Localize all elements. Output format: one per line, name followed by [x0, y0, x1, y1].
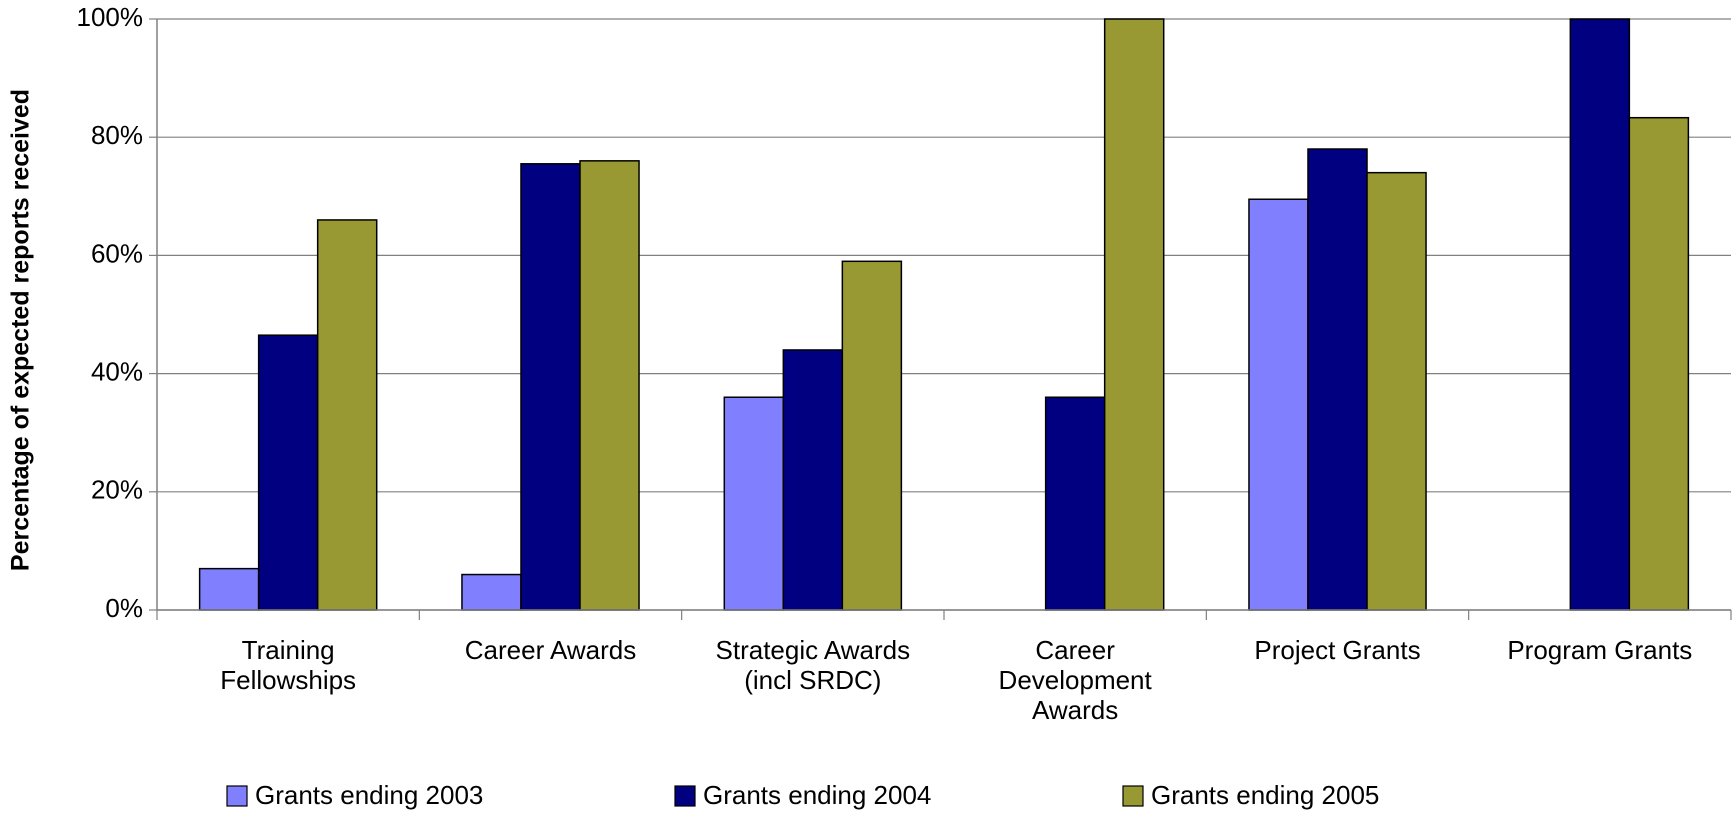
y-tick-label: 100% — [77, 2, 144, 32]
bar — [723, 396, 785, 611]
bar — [841, 260, 903, 611]
x-tick-label: Program Grants — [1507, 635, 1693, 665]
legend-swatch — [674, 785, 696, 807]
x-tick-label: Career Awards — [464, 635, 637, 665]
bar — [579, 160, 640, 611]
legend-label: Grants ending 2005 — [1151, 780, 1379, 810]
bar — [1569, 18, 1631, 611]
bar — [1044, 396, 1106, 611]
bar — [257, 334, 319, 611]
y-tick-label: 80% — [91, 120, 143, 150]
legend-label: Grants ending 2004 — [703, 780, 931, 810]
y-tick-label: 40% — [91, 356, 143, 386]
x-tick-label: Strategic Awards (incl SRDC) — [715, 635, 911, 695]
y-tick-label: 60% — [91, 238, 143, 268]
bar — [461, 573, 522, 611]
bar — [782, 349, 844, 611]
bar — [198, 567, 260, 611]
bar — [1628, 116, 1690, 611]
bar — [1248, 198, 1309, 611]
bar — [1366, 171, 1427, 611]
bar — [520, 163, 581, 611]
y-axis-title: Percentage of expected reports received — [7, 89, 35, 571]
legend-swatch — [226, 785, 248, 807]
bar — [1103, 18, 1165, 611]
x-tick-label: Training Fellowships — [220, 635, 357, 695]
legend-swatch — [1122, 785, 1144, 807]
x-tick-label: Project Grants — [1254, 635, 1421, 665]
y-tick-label: 0% — [105, 593, 143, 623]
y-tick-label: 20% — [91, 475, 143, 505]
bar — [316, 219, 378, 611]
bar — [1307, 148, 1368, 611]
legend-label: Grants ending 2003 — [255, 780, 483, 810]
x-tick-label: Career Development Awards — [998, 635, 1152, 725]
